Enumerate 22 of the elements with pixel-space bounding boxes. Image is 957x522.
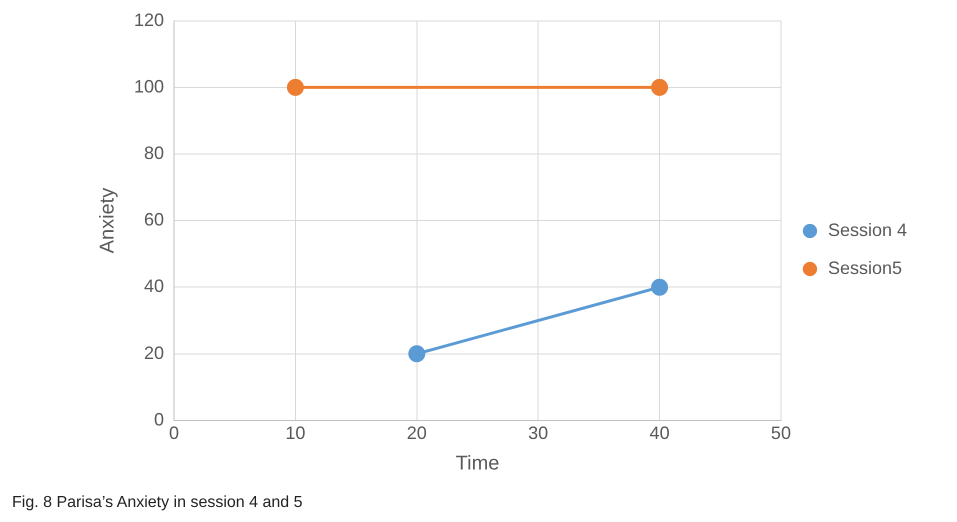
x-tick-label: 0 [169,423,180,444]
point [651,78,668,96]
y-tick-label: 0 [154,409,164,430]
legend-label: Session 4 [828,220,908,240]
x-tick-label: 20 [406,423,427,444]
point [408,345,426,362]
x-tick-label: 10 [285,423,306,444]
y-tick-label: 60 [144,210,164,230]
x-tick-label: 50 [770,423,791,444]
point [651,278,668,296]
x-tick-label: 30 [528,423,548,444]
x-tick-label: 40 [650,423,670,444]
y-tick-label: 40 [144,276,164,296]
legend-label: Session5 [828,258,902,278]
y-tick-label: 20 [144,342,164,363]
y-tick-label: 100 [134,76,164,96]
y-tick-label: 120 [134,10,164,30]
x-axis-title: Time [456,452,500,475]
point [286,78,304,96]
y-tick-label: 80 [144,142,164,163]
y-axis-title: Anxiety [96,188,119,254]
caption: Fig. 8 Parisa’s Anxiety in session 4 and 5 [12,494,303,512]
